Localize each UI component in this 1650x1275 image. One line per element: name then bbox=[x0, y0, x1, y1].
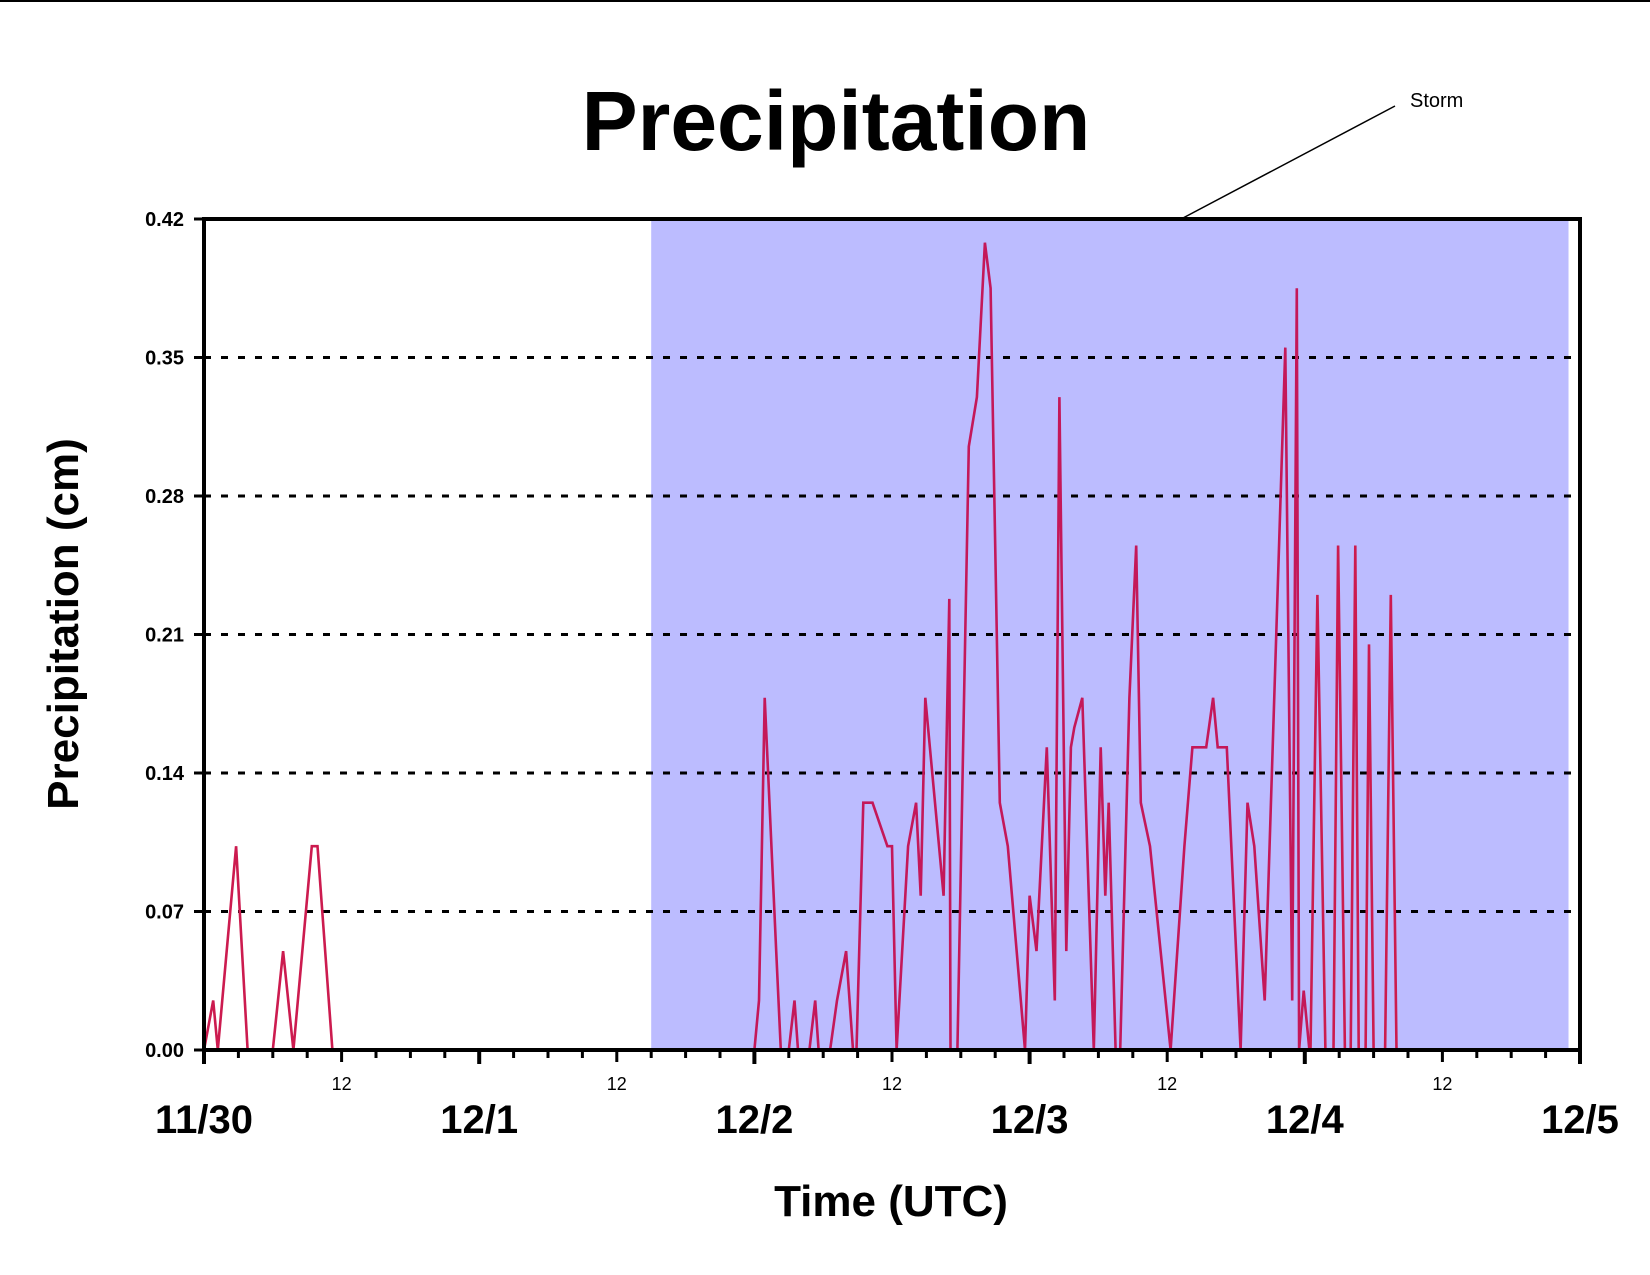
y-tick-label: 0.42 bbox=[145, 209, 184, 231]
storm-annotation-label: Storm bbox=[1410, 90, 1463, 112]
x-minor-tick-label: 12 bbox=[1157, 1074, 1177, 1094]
y-tick-label: 0.07 bbox=[145, 902, 184, 924]
x-major-tick-label: 12/5 bbox=[1541, 1098, 1619, 1142]
storm-annotation-line bbox=[1182, 105, 1396, 219]
x-major-tick-label: 11/30 bbox=[155, 1098, 253, 1142]
axis-ticks bbox=[194, 217, 1582, 1064]
y-tick-label: 0.28 bbox=[145, 486, 184, 508]
x-major-tick-label: 12/3 bbox=[991, 1098, 1069, 1142]
chart-title: Precipitation bbox=[582, 74, 1091, 168]
x-minor-tick-label: 12 bbox=[332, 1074, 352, 1094]
y-axis-title: Precipitation (cm) bbox=[39, 438, 88, 810]
x-major-tick-label: 12/1 bbox=[440, 1098, 518, 1142]
x-major-tick-label: 12/4 bbox=[1266, 1098, 1345, 1142]
y-tick-label: 0.00 bbox=[145, 1040, 184, 1062]
y-tick-label: 0.21 bbox=[145, 625, 184, 647]
x-minor-tick-label: 12 bbox=[1432, 1074, 1452, 1094]
top-border bbox=[0, 0, 1650, 2]
x-major-tick-label: 12/2 bbox=[715, 1098, 793, 1142]
x-axis-title: Time (UTC) bbox=[774, 1177, 1008, 1226]
y-tick-label: 0.14 bbox=[145, 763, 185, 785]
y-tick-label: 0.35 bbox=[145, 348, 184, 370]
tick-labels: 0.00 0.07 0.14 0.21 0.28 0.35 0.42 11/30 12/1 12/… bbox=[145, 209, 1619, 1142]
x-minor-tick-label: 12 bbox=[882, 1074, 902, 1094]
x-minor-tick-label: 12 bbox=[607, 1074, 627, 1094]
